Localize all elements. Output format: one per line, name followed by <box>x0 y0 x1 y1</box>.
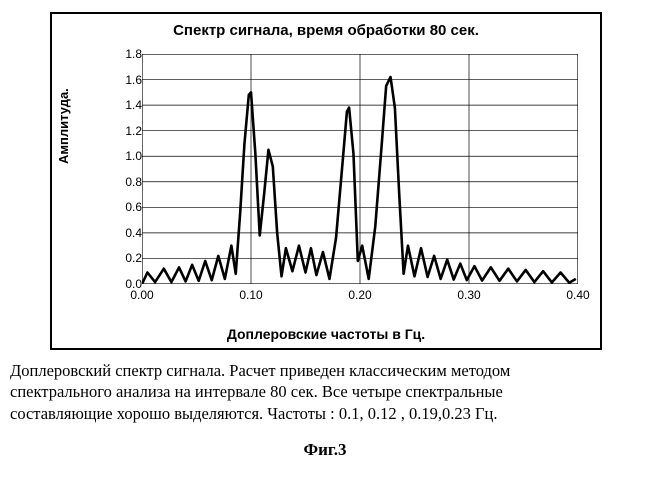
chart-frame: Спектр сигнала, время обработки 80 сек. … <box>50 12 602 350</box>
figure-label: Фиг.3 <box>0 440 650 460</box>
figure-caption: Доплеровский спектр сигнала. Расчет прив… <box>10 360 640 424</box>
caption-line-1: Доплеровский спектр сигнала. Расчет прив… <box>10 361 510 380</box>
ytick-label: 1.0 <box>112 149 142 163</box>
y-axis-label: Амплитуда. <box>56 88 71 164</box>
ytick-label: 0.8 <box>112 175 142 189</box>
ytick-label: 0.2 <box>112 251 142 265</box>
chart-svg <box>142 54 578 284</box>
ytick-label: 1.6 <box>112 73 142 87</box>
xtick-label: 0.00 <box>122 288 162 302</box>
caption-line-3: составляющие хорошо выделяются. Частоты … <box>10 404 497 423</box>
plot-area <box>142 54 578 284</box>
spectrum-line <box>142 77 576 284</box>
ytick-label: 1.2 <box>112 124 142 138</box>
xtick-label: 0.20 <box>340 288 380 302</box>
chart-title: Спектр сигнала, время обработки 80 сек. <box>52 22 600 39</box>
caption-line-2: спектрального анализа на интервале 80 се… <box>10 382 503 401</box>
xtick-label: 0.30 <box>449 288 489 302</box>
xtick-label: 0.40 <box>558 288 598 302</box>
ytick-label: 1.4 <box>112 98 142 112</box>
xtick-label: 0.10 <box>231 288 271 302</box>
ytick-label: 0.4 <box>112 226 142 240</box>
x-axis-label: Доплеровские частоты в Гц. <box>52 326 600 342</box>
ytick-label: 1.8 <box>112 47 142 61</box>
ytick-label: 0.6 <box>112 200 142 214</box>
